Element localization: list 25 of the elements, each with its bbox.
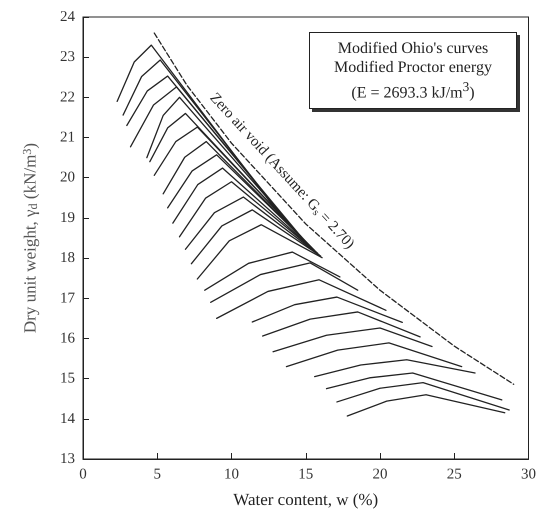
x-tick-label: 20 <box>372 466 388 482</box>
y-tick-label: 23 <box>60 49 75 66</box>
y-tick-label: 21 <box>60 130 75 146</box>
y-tick-label: 19 <box>60 210 75 226</box>
y-tick-label: 20 <box>60 170 75 186</box>
x-tick-label: 15 <box>298 466 314 482</box>
x-tick-label: 10 <box>224 466 239 482</box>
y-tick-label: 24 <box>60 9 76 25</box>
y-tick-label: 15 <box>60 370 75 387</box>
y-axis-title: Dry unit weight, γd (kN/m3) <box>20 142 40 334</box>
x-axis-title: Water content, w (%) <box>233 490 378 509</box>
y-tick-label: 18 <box>60 250 75 266</box>
y-tick-label: 17 <box>60 290 76 306</box>
x-tick-label: 0 <box>79 466 87 482</box>
x-tick-label: 5 <box>154 466 161 482</box>
y-tick-label: 14 <box>60 410 76 427</box>
annotation: Modified Proctor energy <box>333 58 493 77</box>
y-tick-label: 13 <box>60 451 75 467</box>
y-tick-label: 16 <box>60 330 76 346</box>
annotation: (E = 2693.3 kJ/m$^{3}$) <box>351 79 475 102</box>
text-box: Modified Ohio's curves Modified Proctor energy (E = 2693.3 kJ/m$^{3}$) <box>309 32 517 110</box>
x-tick-label: 30 <box>521 466 536 482</box>
annotation: Modified Ohio's curves <box>336 39 490 58</box>
y-tick-label: 22 <box>60 89 75 106</box>
x-tick-label: 25 <box>446 466 462 482</box>
